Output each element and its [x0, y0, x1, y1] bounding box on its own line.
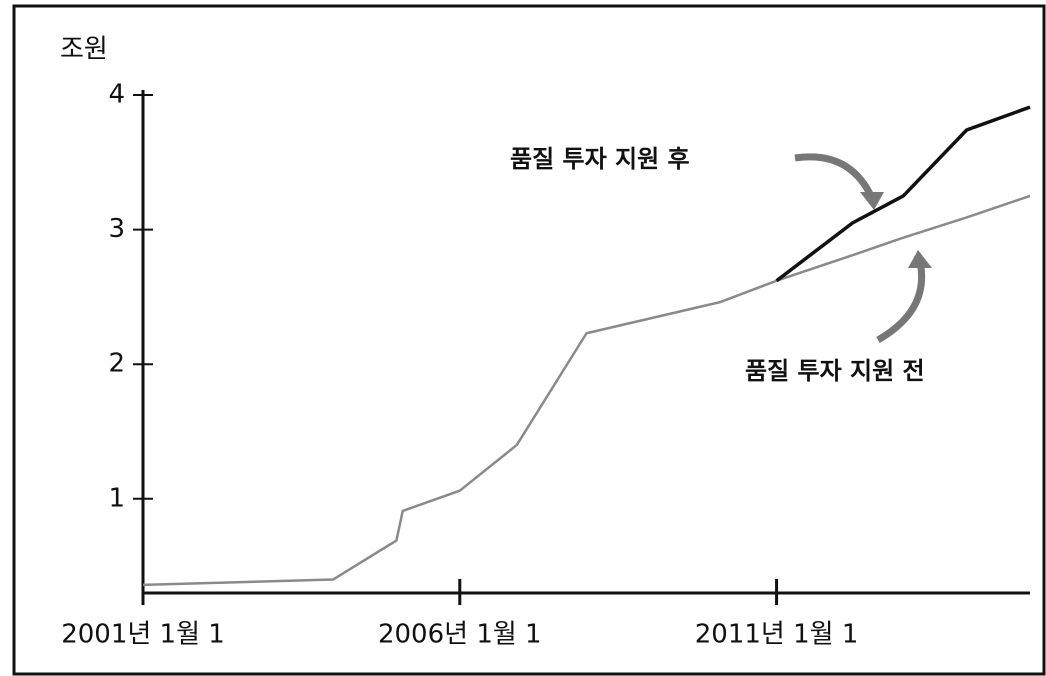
arrow-head	[908, 250, 932, 268]
y-tick-label: 4	[108, 80, 125, 110]
arrow-head	[860, 192, 884, 210]
x-tick-label: 2011년 1월 1	[695, 620, 859, 650]
x-tick-label: 2001년 1월 1	[61, 620, 225, 650]
line-series	[775, 105, 1031, 283]
arrow	[876, 261, 926, 344]
arrow	[794, 153, 876, 200]
annotation: 품질 투자 지원 후	[510, 145, 690, 173]
x-tick-label: 2006년 1월 1	[378, 620, 542, 650]
y-tick-label: 2	[108, 349, 125, 379]
line-series	[142, 194, 1031, 587]
y-axis-label: 조원	[60, 35, 108, 65]
annotation: 품질 투자 지원 전	[745, 357, 925, 385]
y-tick-label: 3	[108, 214, 125, 244]
frame	[12, 4, 1046, 676]
y-tick-label: 1	[108, 483, 125, 513]
